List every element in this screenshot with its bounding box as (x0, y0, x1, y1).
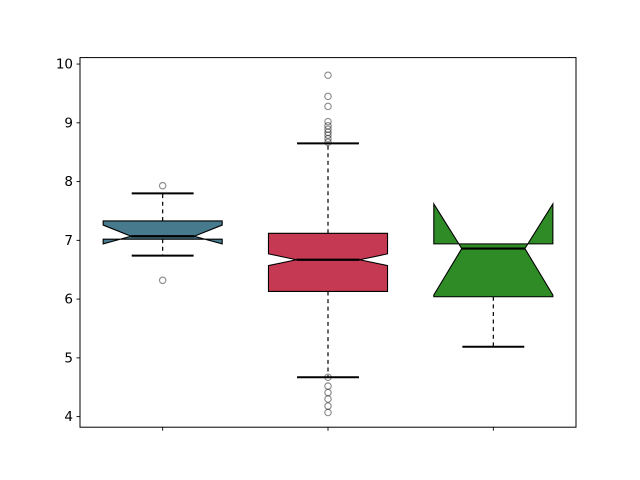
y-tick-label: 9 (64, 115, 73, 131)
box-1-flier (158, 276, 167, 285)
box-2-flier (324, 138, 332, 146)
box-2-flier (324, 117, 332, 126)
box-2-flier (324, 408, 332, 417)
y-tick-label: 7 (64, 233, 73, 249)
box-2-flier (324, 92, 332, 101)
box-2-box (267, 232, 389, 293)
box-2-flier (324, 395, 332, 403)
axes-frame (79, 57, 577, 428)
y-tick-label: 8 (64, 174, 73, 190)
y-tick-label: 4 (64, 409, 73, 425)
box-2-flier (324, 131, 332, 139)
y-tick-label: 6 (64, 292, 73, 308)
y-tick-label: 10 (56, 57, 73, 73)
box-2-flier (324, 71, 332, 80)
box-2-flier (324, 388, 332, 397)
box-2-flier (324, 134, 332, 143)
box-1-flier (158, 181, 167, 190)
box-1-box (102, 220, 223, 245)
box-2-flier (324, 121, 332, 130)
box-2-flier (324, 125, 332, 134)
box-2-flier (324, 373, 332, 382)
y-tick-label: 5 (64, 350, 73, 366)
box-3-box (433, 201, 554, 298)
box-2-flier (324, 382, 332, 390)
box-2-flier (324, 402, 332, 410)
box-2-flier (324, 102, 332, 111)
box-2-flier (324, 128, 332, 137)
